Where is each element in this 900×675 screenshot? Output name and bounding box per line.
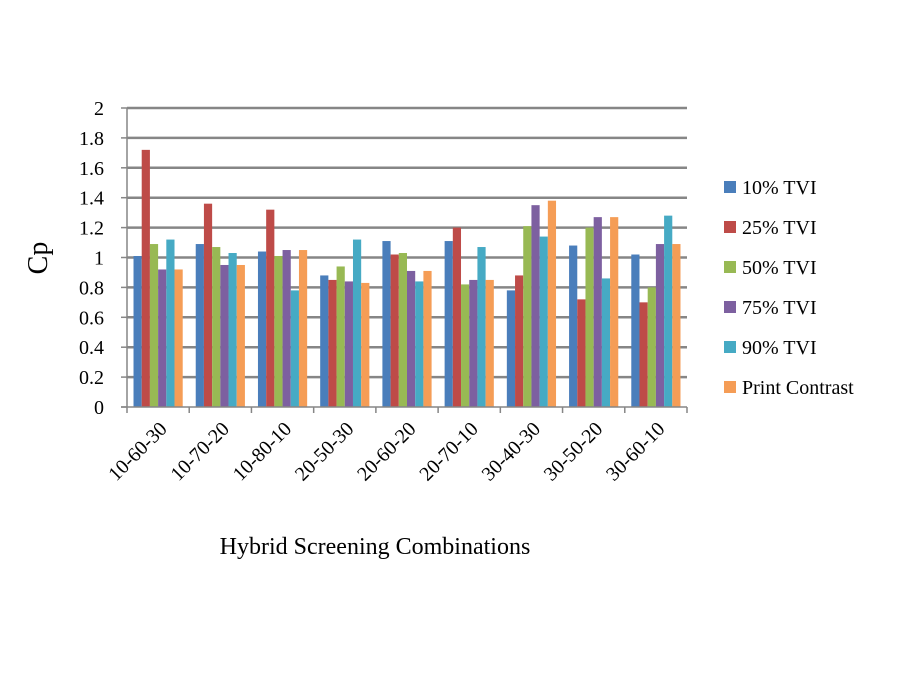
bar bbox=[585, 227, 594, 407]
y-tick-label: 0.4 bbox=[79, 337, 104, 359]
bar bbox=[382, 241, 391, 407]
legend-label: 25% TVI bbox=[742, 217, 817, 239]
bar bbox=[415, 281, 424, 407]
bar bbox=[344, 281, 353, 407]
bar bbox=[195, 244, 204, 407]
bar bbox=[158, 269, 167, 407]
x-tick-label: 20-70-10 bbox=[415, 418, 482, 485]
legend-label: 50% TVI bbox=[742, 257, 817, 279]
bar bbox=[336, 266, 345, 407]
x-tick-label: 10-80-10 bbox=[229, 418, 296, 485]
legend-swatch bbox=[724, 221, 736, 233]
legend-swatch bbox=[724, 381, 736, 393]
legend-swatch bbox=[724, 261, 736, 273]
x-axis-title: Hybrid Screening Combinations bbox=[220, 534, 531, 560]
bar bbox=[274, 256, 283, 407]
bar bbox=[236, 264, 245, 407]
x-tick-label: 30-60-10 bbox=[602, 418, 669, 485]
y-axis-title: Cp bbox=[23, 242, 54, 275]
bar bbox=[361, 282, 370, 407]
bar bbox=[320, 275, 329, 407]
bar bbox=[477, 247, 486, 407]
bar bbox=[485, 279, 494, 407]
bar bbox=[531, 205, 540, 407]
bar bbox=[569, 245, 578, 407]
bar bbox=[203, 203, 213, 407]
bar bbox=[398, 253, 407, 407]
bar bbox=[133, 256, 142, 407]
legend-swatch bbox=[724, 181, 736, 193]
bar bbox=[515, 275, 524, 407]
bar bbox=[672, 244, 681, 407]
bar bbox=[212, 247, 221, 407]
x-tick-label: 30-50-20 bbox=[540, 418, 607, 485]
bar bbox=[174, 269, 183, 407]
y-tick-label: 0.6 bbox=[79, 307, 104, 329]
y-tick-label: 1.4 bbox=[79, 188, 104, 210]
bar bbox=[266, 209, 275, 407]
y-tick-label: 0.2 bbox=[79, 367, 104, 389]
bar bbox=[444, 241, 453, 407]
y-tick-label: 1.8 bbox=[79, 128, 104, 150]
bar bbox=[655, 244, 665, 407]
bar bbox=[149, 244, 159, 407]
bar bbox=[639, 302, 648, 407]
bar bbox=[257, 251, 267, 407]
bar bbox=[461, 284, 470, 407]
bar bbox=[506, 290, 516, 407]
bar bbox=[664, 215, 673, 407]
legend-swatch bbox=[724, 301, 736, 313]
bar bbox=[523, 226, 532, 407]
bar bbox=[220, 264, 229, 407]
legend-label: 10% TVI bbox=[742, 177, 817, 199]
x-tick-label: 10-70-20 bbox=[166, 418, 233, 485]
x-tick-labels: 10-60-3010-70-2010-80-1020-50-3020-60-20… bbox=[104, 418, 669, 485]
x-tick-label: 20-50-30 bbox=[291, 418, 358, 485]
legend-label: 75% TVI bbox=[742, 297, 817, 319]
bar bbox=[610, 217, 619, 407]
y-tick-labels: 0 0.2 0.4 0.6 0.8 1 1.2 1.4 1.6 1.8 2 bbox=[79, 98, 104, 419]
x-tick-label: 10-60-30 bbox=[104, 418, 171, 485]
legend: 10% TVI 25% TVI 50% TVI 75% TVI 90% TVI Print… bbox=[724, 177, 854, 399]
bar bbox=[141, 149, 150, 408]
bar bbox=[352, 239, 362, 407]
y-tick-label: 0 bbox=[94, 397, 104, 419]
bar bbox=[547, 200, 557, 407]
bar bbox=[407, 270, 416, 407]
y-tick-label: 1.6 bbox=[79, 158, 104, 180]
axes bbox=[121, 107, 688, 413]
bar bbox=[298, 250, 308, 407]
bars bbox=[133, 149, 681, 408]
y-tick-label: 2 bbox=[94, 98, 104, 120]
bar bbox=[423, 270, 432, 407]
bar bbox=[228, 253, 237, 407]
bar bbox=[282, 250, 291, 407]
bar bbox=[601, 278, 611, 407]
bar bbox=[328, 279, 337, 407]
bar bbox=[290, 290, 299, 407]
bar bbox=[539, 236, 548, 407]
bar bbox=[647, 287, 656, 407]
bar bbox=[469, 279, 478, 407]
y-tick-label: 1.2 bbox=[79, 218, 104, 240]
bar bbox=[166, 239, 175, 407]
x-tick-label: 20-60-20 bbox=[353, 418, 420, 485]
bar bbox=[593, 217, 602, 407]
y-tick-label: 1 bbox=[94, 248, 104, 270]
legend-label: Print Contrast bbox=[742, 377, 854, 399]
legend-swatch bbox=[724, 341, 736, 353]
bar bbox=[390, 254, 399, 407]
legend-label: 90% TVI bbox=[742, 337, 817, 359]
bar bbox=[577, 299, 586, 407]
x-tick-label: 30-40-30 bbox=[478, 418, 545, 485]
y-tick-label: 0.8 bbox=[79, 277, 104, 299]
bar bbox=[452, 227, 462, 407]
bar bbox=[631, 254, 640, 407]
